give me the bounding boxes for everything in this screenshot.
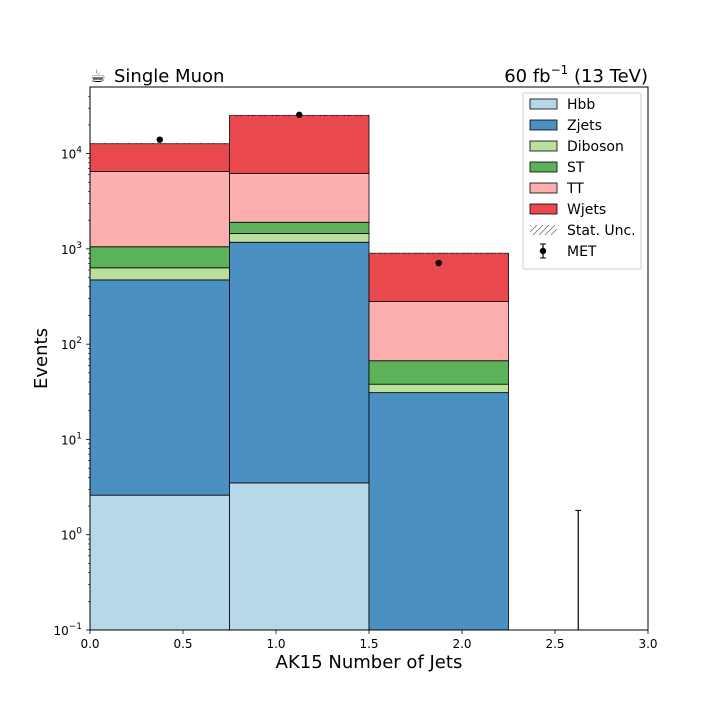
x-tick-label: 2.5 [545, 637, 564, 651]
title-right-exponent: −1 [551, 63, 569, 77]
bar-wjets-bin-1 [89, 143, 230, 172]
y-tick-label: 100 [61, 527, 82, 543]
coffee-cup-icon: ☕ [90, 66, 106, 87]
legend-label: Diboson [567, 139, 624, 155]
legend-item-data-met: MET [539, 243, 597, 260]
legend-swatch [529, 203, 558, 215]
bar-diboson-bin-1 [89, 267, 230, 281]
data-point-3 [435, 259, 442, 267]
x-axis-label: AK15 Number of Jets [276, 652, 463, 673]
y-tick-label: 104 [61, 146, 82, 162]
x-axis-ticks: 0.0 0.5 1.0 1.5 2.0 2.5 3.0 [80, 630, 658, 651]
legend-item-series-wjets: Wjets [529, 202, 606, 218]
legend: Hbb Zjets Diboson ST TT Wjets Stat. Unc. MET [522, 92, 642, 270]
data-point-2 [296, 111, 303, 119]
bar-hbb-bin-1 [89, 494, 230, 631]
bar-zjets-bin-1 [89, 279, 230, 496]
x-tick-label: 1.5 [359, 637, 378, 651]
bar-diboson-bin-3 [368, 383, 509, 394]
legend-label: Stat. Unc. [567, 223, 636, 239]
legend-swatch [530, 225, 557, 235]
legend-label: Zjets [567, 118, 602, 134]
x-tick-label: 0.5 [173, 637, 192, 651]
legend-marker [539, 247, 547, 255]
x-tick-label: 1.0 [266, 637, 285, 651]
legend-swatch [529, 161, 558, 173]
bar-tt-bin-2 [229, 172, 370, 223]
bar-st-bin-1 [89, 246, 230, 269]
legend-swatch [529, 140, 558, 152]
legend-label: Hbb [567, 97, 595, 113]
title-right-suffix: (13 TeV) [568, 66, 648, 87]
y-axis-label: Events [31, 328, 52, 389]
legend-label: MET [567, 244, 597, 260]
bar-wjets-bin-2 [229, 114, 370, 174]
legend-item-series-diboson: Diboson [529, 139, 624, 155]
bar-diboson-bin-2 [229, 233, 370, 243]
y-tick-label: 101 [61, 431, 82, 447]
title-left: ☕ Single Muon [90, 66, 224, 87]
bar-st-bin-2 [229, 221, 370, 234]
legend-swatch [529, 119, 558, 131]
legend-swatch [529, 182, 558, 194]
stacked-bars [89, 114, 509, 631]
bar-hbb-bin-2 [229, 482, 370, 631]
data-point-1 [156, 136, 163, 143]
legend-label: TT [566, 181, 584, 197]
x-tick-label: 2.0 [452, 637, 471, 651]
y-tick-label: 103 [61, 241, 82, 257]
y-axis-ticks: 10−1 100 101 102 103 104 [53, 95, 90, 638]
legend-item-stat-unc: Stat. Unc. [530, 223, 636, 239]
bar-zjets-bin-2 [229, 241, 370, 484]
legend-label: Wjets [567, 202, 606, 218]
x-tick-label: 0.0 [80, 637, 99, 651]
bar-zjets-bin-3 [368, 392, 509, 631]
legend-item-series-hbb: Hbb [529, 97, 595, 113]
title-left-text: Single Muon [114, 66, 224, 87]
legend-label: ST [567, 160, 585, 176]
title-right: 60 fb−1 (13 TeV) [504, 63, 648, 87]
legend-swatch [529, 98, 558, 110]
y-tick-label: 10−1 [53, 622, 82, 638]
legend-item-series-st: ST [529, 160, 585, 176]
bar-tt-bin-3 [368, 301, 509, 362]
bar-st-bin-3 [368, 360, 509, 385]
y-tick-label: 102 [61, 336, 82, 352]
bar-tt-bin-1 [89, 171, 230, 248]
data-points [156, 111, 582, 630]
title-right-value: 60 fb [504, 66, 550, 87]
x-tick-label: 3.0 [638, 637, 657, 651]
legend-item-series-tt: TT [529, 181, 584, 197]
legend-item-series-zjets: Zjets [529, 118, 602, 134]
